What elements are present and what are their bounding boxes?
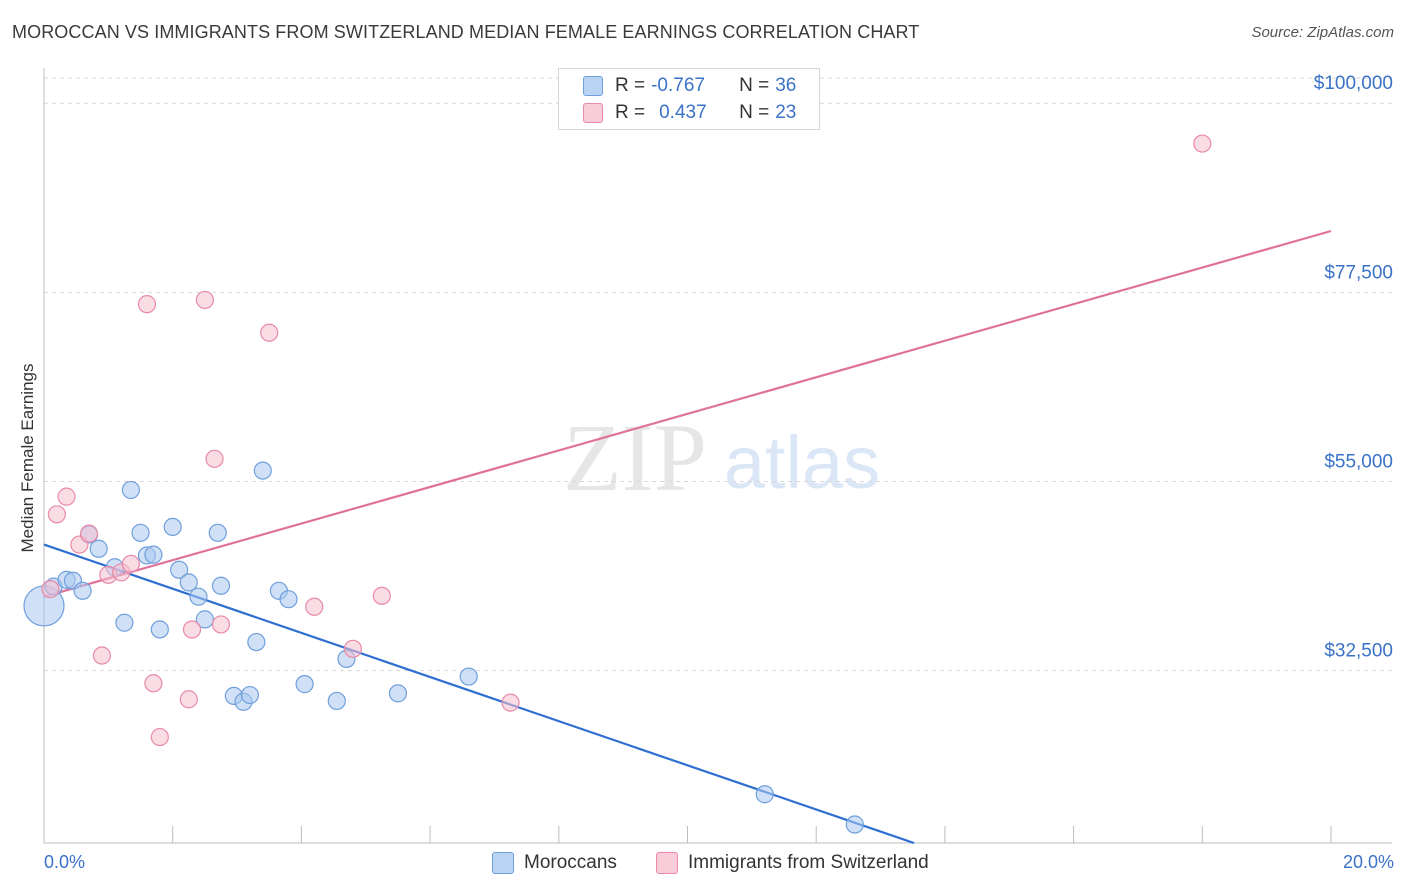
watermark-zip: ZIP (563, 404, 707, 511)
source-label: Source: ZipAtlas.com (1251, 24, 1394, 41)
legend-swatch-blue (492, 852, 514, 874)
moroccan-point (388, 684, 408, 703)
switzerland-point (305, 597, 324, 616)
moroccan-point (73, 581, 92, 600)
legend-swatch-pink (583, 103, 603, 123)
moroccan-point (253, 461, 272, 480)
n-label: N = (739, 75, 770, 96)
moroccan-point (189, 587, 208, 606)
switzerland-point (57, 487, 76, 506)
switzerland-trend-line (43, 229, 1332, 598)
n-label: N = (739, 102, 770, 123)
switzerland-point (182, 620, 202, 639)
switzerland-point (343, 639, 362, 658)
moroccan-point (247, 632, 266, 652)
r-label: R = (615, 102, 646, 123)
moroccan-point (195, 610, 214, 629)
moroccan-point (115, 613, 134, 632)
moroccan-point (150, 620, 169, 639)
moroccan-point (170, 560, 189, 579)
switzerland-point (144, 674, 163, 693)
switzerland-point (501, 693, 520, 712)
switzerland-point (79, 524, 99, 543)
switzerland-point (372, 586, 391, 605)
legend-swatch-blue (583, 76, 603, 96)
moroccan-point (327, 691, 346, 711)
series-legend: Moroccans Immigrants from Switzerland (0, 850, 1406, 878)
switzerland-point (92, 646, 112, 665)
moroccan-point (755, 785, 774, 804)
moroccan-point (459, 667, 478, 686)
moroccan-trend-line (43, 543, 915, 845)
switzerland-point (211, 615, 231, 634)
moroccan-point (240, 685, 260, 705)
switzerland-point (150, 727, 169, 747)
moroccan-point (845, 815, 864, 834)
legend-swatch-pink (656, 852, 678, 874)
r-value: -0.767 (651, 75, 705, 96)
legend-item-moroccans: Moroccans (492, 852, 617, 874)
data-points (23, 134, 1212, 834)
stats-legend: R = -0.767 N = 36 R = 0.437 N = 23 (558, 68, 820, 130)
y-tick-label: $55,000 (1324, 452, 1393, 473)
switzerland-point (260, 323, 279, 342)
moroccan-point (163, 517, 182, 537)
moroccan-point (179, 573, 198, 592)
chart-title: MOROCCAN VS IMMIGRANTS FROM SWITZERLAND … (12, 22, 920, 42)
legend-label: Moroccans (524, 852, 617, 873)
r-label: R = (615, 75, 646, 96)
n-value: 23 (775, 102, 797, 123)
switzerland-point (205, 449, 224, 468)
legend-item-switzerland: Immigrants from Switzerland (656, 852, 929, 874)
switzerland-point (41, 580, 60, 599)
stats-row-switzerland: R = 0.437 N = 23 (583, 100, 796, 126)
switzerland-point (195, 290, 214, 310)
switzerland-point (137, 295, 157, 314)
trend-lines (43, 229, 1332, 845)
grid-lines (44, 77, 1392, 672)
x-tick-label-min: 0.0% (44, 852, 86, 872)
moroccan-point (211, 576, 231, 595)
moroccan-point (144, 545, 163, 564)
switzerland-point (1193, 134, 1212, 153)
switzerland-point (121, 554, 140, 574)
switzerland-point (47, 505, 66, 524)
r-value: 0.437 (659, 102, 707, 123)
stats-row-moroccans: R = -0.767 N = 36 (583, 73, 796, 99)
watermark-atlas: atlas (724, 421, 880, 504)
moroccan-point (121, 480, 140, 500)
x-tick-label-max: 20.0% (1342, 852, 1394, 872)
n-value: 36 (775, 75, 797, 96)
moroccan-point (89, 539, 108, 558)
y-tick-labels: $32,500 $55,000 $77,500 $100,000 (1314, 73, 1393, 661)
axes (43, 68, 1392, 844)
moroccan-point (295, 675, 314, 694)
moroccan-point (279, 590, 298, 609)
moroccan-point (131, 523, 150, 542)
moroccan-point (208, 523, 227, 542)
y-tick-label: $32,500 (1324, 641, 1393, 662)
switzerland-point (179, 690, 198, 709)
legend-label: Immigrants from Switzerland (688, 852, 929, 873)
watermark: ZIP atlas (563, 404, 880, 511)
y-tick-label: $100,000 (1314, 73, 1393, 94)
y-tick-label: $77,500 (1324, 262, 1393, 283)
